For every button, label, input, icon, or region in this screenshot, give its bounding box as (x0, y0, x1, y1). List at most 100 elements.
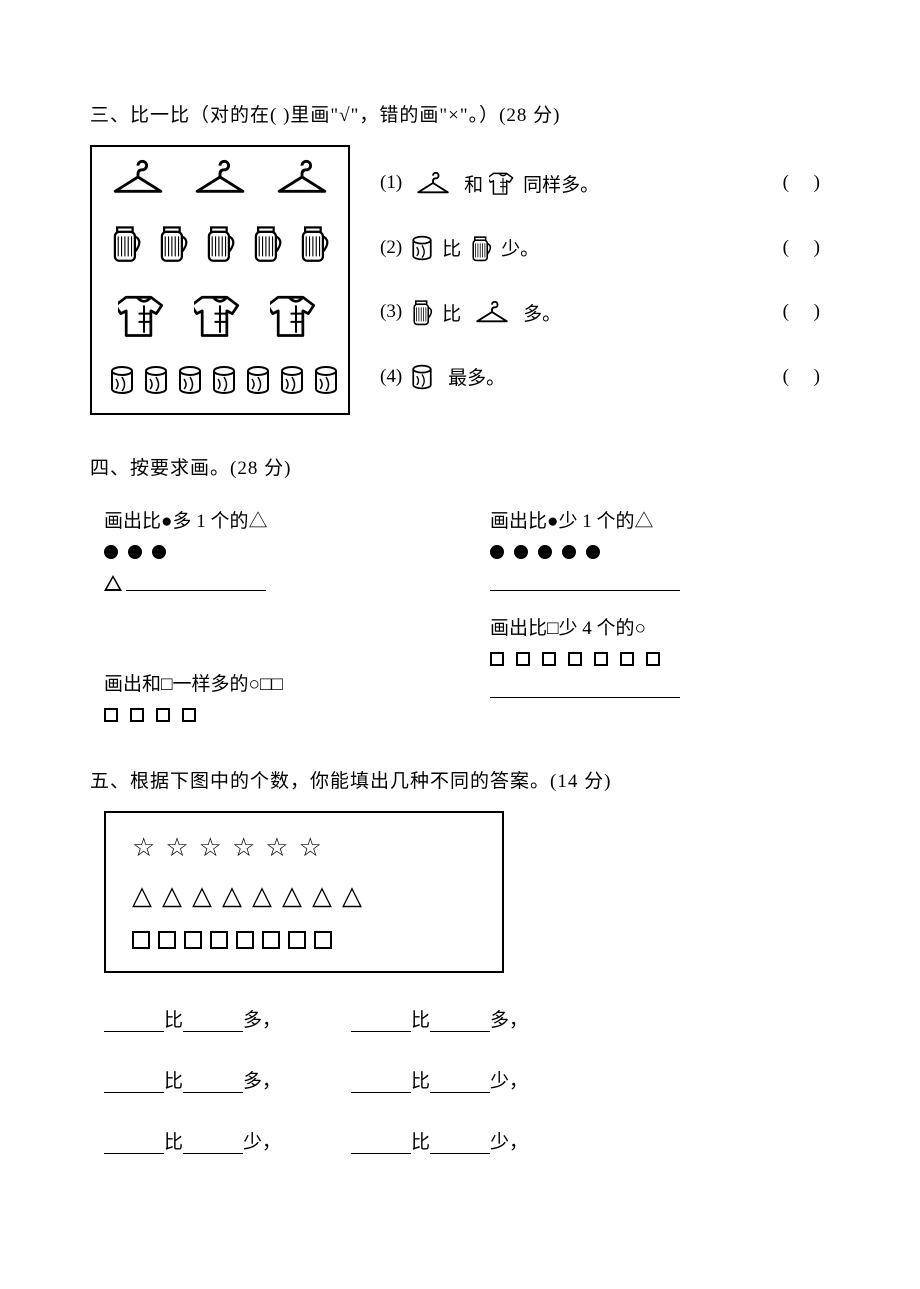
section4-body: 画出比●多 1 个的△ 画出和□一样多的○□□ 画出比●少 1 个的△ 画出比□… (90, 498, 830, 728)
fill-item[interactable]: 比少， (351, 1127, 528, 1154)
worksheet-page: 三、比一比（对的在( )里画"√"，错的画"×"。）(28 分) (1)和同样多… (0, 0, 920, 1214)
section5-body: ☆☆☆☆☆☆ △△△△△△△△ 比多，比多，比多，比少，比少，比少， (90, 811, 830, 1154)
thermos-icon (153, 217, 193, 269)
can-icon (310, 361, 342, 399)
thermos-icon (200, 217, 240, 269)
triangle-icon: △ (282, 883, 302, 909)
square-icon (314, 931, 332, 949)
fill-item[interactable]: 比少， (351, 1066, 528, 1093)
row-triangles: △△△△△△△△ (132, 883, 476, 909)
can-icon (174, 361, 206, 399)
answer-paren[interactable]: ( ) (763, 366, 830, 388)
triangle-icon (104, 575, 122, 591)
can-icon (140, 361, 172, 399)
fill-item[interactable]: 比多， (351, 1005, 528, 1032)
fill-row: 比少， 比少， (104, 1127, 830, 1154)
section5-title: 五、根据下图中的个数，你能填出几种不同的答案。(14 分) (90, 766, 830, 793)
triangle-icon: △ (192, 883, 212, 909)
row-shirts (106, 289, 334, 341)
icon-grid-box (90, 145, 350, 415)
q1-dots (104, 545, 430, 559)
shirt-icon (194, 289, 246, 341)
triangle-icon: △ (312, 883, 332, 909)
can-icon (408, 361, 436, 393)
hanger-icon (188, 157, 252, 197)
answer-paren[interactable]: ( ) (763, 237, 830, 259)
blank[interactable] (104, 1071, 164, 1093)
fill-item[interactable]: 比多， (104, 1005, 281, 1032)
blank-line[interactable] (490, 571, 680, 591)
shapes-box: ☆☆☆☆☆☆ △△△△△△△△ (104, 811, 504, 973)
answer-paren[interactable]: ( ) (763, 301, 830, 323)
q1-prompt: 画出比●多 1 个的△ (104, 506, 430, 533)
thermos-icon (467, 232, 495, 264)
statement: (1)和同样多。( ) (380, 167, 830, 199)
sec4-left-col: 画出比●多 1 个的△ 画出和□一样多的○□□ (90, 498, 430, 728)
row-thermoses (106, 217, 334, 269)
q2-dots (490, 545, 830, 559)
row-hangers (106, 157, 334, 197)
triangle-icon: △ (162, 883, 182, 909)
can-icon (208, 361, 240, 399)
statements-list: (1)和同样多。( )(2)比少。( )(3)比多。( )(4)最多。( ) (380, 145, 830, 415)
fill-row: 比多， 比多， (104, 1005, 830, 1032)
blank[interactable] (351, 1010, 411, 1032)
star-icon: ☆ (132, 835, 155, 861)
can-icon (106, 361, 138, 399)
row-squares (132, 931, 476, 949)
statement: (2)比少。( ) (380, 232, 830, 264)
blank[interactable] (104, 1010, 164, 1032)
blank[interactable] (104, 1132, 164, 1154)
star-icon: ☆ (299, 835, 322, 861)
q4-squares (104, 708, 430, 722)
blank[interactable] (430, 1071, 490, 1093)
q2-answer-line[interactable] (490, 571, 830, 591)
blank[interactable] (430, 1132, 490, 1154)
answer-paren[interactable]: ( ) (763, 172, 830, 194)
star-icon: ☆ (232, 835, 255, 861)
shirt-icon (118, 289, 170, 341)
blank[interactable] (351, 1071, 411, 1093)
statement: (3)比多。( ) (380, 296, 830, 328)
blank[interactable] (183, 1071, 243, 1093)
blank[interactable] (351, 1132, 411, 1154)
hanger-icon (408, 170, 458, 196)
q1-answer-line[interactable] (104, 571, 430, 591)
fill-item[interactable]: 比多， (104, 1066, 281, 1093)
can-icon (276, 361, 308, 399)
square-icon (158, 931, 176, 949)
blank[interactable] (183, 1132, 243, 1154)
thermos-icon (294, 217, 334, 269)
sec4-right-col: 画出比●少 1 个的△ 画出比□少 4 个的○ (490, 498, 830, 728)
section3-title: 三、比一比（对的在( )里画"√"，错的画"×"。）(28 分) (90, 100, 830, 127)
square-icon (236, 931, 254, 949)
shirt-icon (489, 167, 517, 199)
star-icon: ☆ (199, 835, 222, 861)
thermos-icon (106, 217, 146, 269)
q2-prompt: 画出比●少 1 个的△ (490, 506, 830, 533)
shirt-icon (270, 289, 322, 341)
q3-prompt: 画出比□少 4 个的○ (490, 613, 830, 640)
blank[interactable] (430, 1010, 490, 1032)
blank[interactable] (183, 1010, 243, 1032)
section4-title: 四、按要求画。(28 分) (90, 453, 830, 480)
blank-line[interactable] (490, 678, 680, 698)
fill-in-lines: 比多， 比多， 比多， 比少， 比少， 比少， (104, 1005, 830, 1154)
hanger-icon (270, 157, 334, 197)
fill-row: 比多， 比少， (104, 1066, 830, 1093)
fill-item[interactable]: 比少， (104, 1127, 281, 1154)
triangle-icon: △ (252, 883, 272, 909)
q3-answer-line[interactable] (490, 678, 830, 698)
square-icon (132, 931, 150, 949)
row-cans (106, 361, 334, 399)
triangle-icon: △ (132, 883, 152, 909)
q3-squares (490, 652, 830, 666)
blank-line[interactable] (126, 571, 266, 591)
thermos-icon (408, 296, 436, 328)
star-icon: ☆ (165, 835, 188, 861)
can-icon (242, 361, 274, 399)
row-stars: ☆☆☆☆☆☆ (132, 835, 476, 861)
triangle-icon: △ (222, 883, 242, 909)
can-icon (408, 232, 436, 264)
square-icon (288, 931, 306, 949)
